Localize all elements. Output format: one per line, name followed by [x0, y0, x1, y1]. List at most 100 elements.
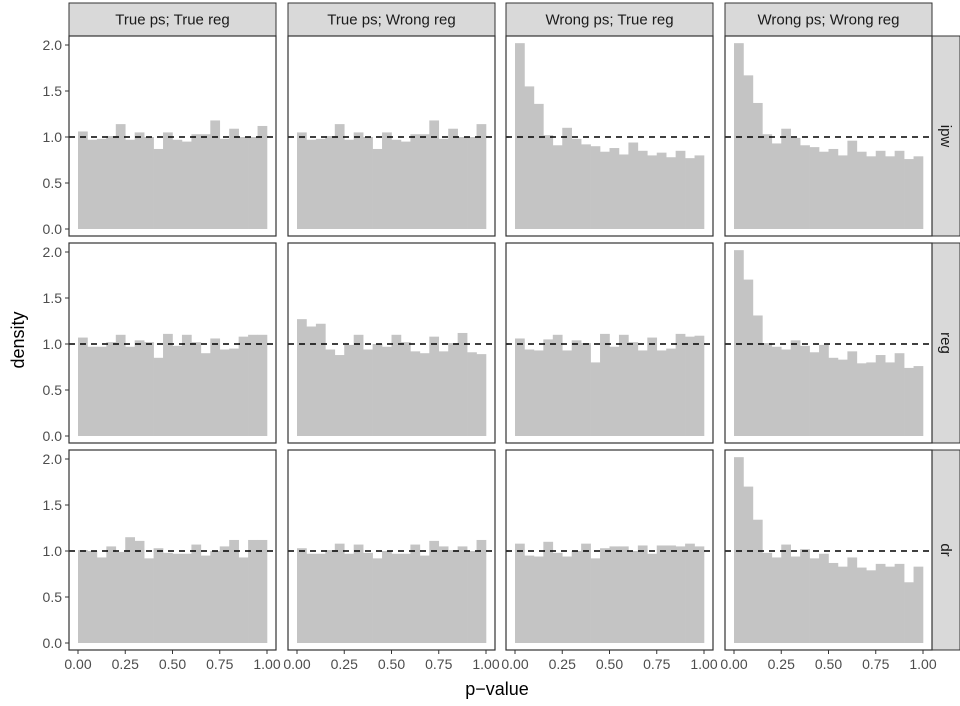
column-strip-label-3: Wrong ps; True reg — [545, 12, 673, 29]
histogram-bar — [297, 319, 307, 436]
histogram-bar — [781, 128, 791, 229]
histogram-bar — [875, 563, 886, 643]
histogram-bar — [382, 551, 392, 643]
histogram-bar — [125, 537, 135, 643]
x-tick-label: 1.00 — [909, 656, 936, 672]
panels — [68, 35, 933, 651]
panel-ipw-1 — [68, 35, 277, 237]
histogram-bar — [219, 349, 230, 436]
x-axis-title: p−value — [465, 679, 529, 699]
histogram-bar — [419, 555, 430, 643]
histogram-bar — [647, 337, 658, 436]
x-tick-label: 0.75 — [643, 656, 670, 672]
histogram-bar — [448, 343, 458, 436]
y-tick-label: 1.5 — [43, 497, 63, 513]
histogram-bar — [856, 363, 867, 436]
histogram-bar — [163, 552, 173, 643]
histogram-bar — [628, 551, 639, 643]
histogram-bar — [400, 553, 411, 643]
histogram-bar — [762, 134, 773, 229]
histogram-bar — [134, 340, 145, 436]
histogram-bar — [533, 556, 544, 643]
histogram-bar — [467, 352, 477, 436]
histogram-bar — [391, 139, 402, 229]
histogram-bar — [913, 566, 924, 643]
histogram-bar — [144, 558, 154, 643]
histogram-bar — [172, 553, 183, 643]
histogram-bar — [762, 552, 773, 643]
histogram-bar — [562, 556, 572, 643]
histogram-bar — [866, 570, 877, 643]
histogram-bar — [734, 250, 744, 436]
histogram-bar — [771, 557, 782, 643]
histogram-bar — [790, 556, 801, 643]
histogram-bar — [656, 545, 667, 643]
histogram-bar — [125, 139, 135, 229]
histogram-bar — [694, 335, 705, 436]
histogram-bar — [524, 86, 535, 230]
histogram-bar — [515, 543, 525, 643]
histogram-bar — [372, 344, 383, 436]
x-tick-label: 1.00 — [690, 656, 717, 672]
histogram-bar — [144, 342, 154, 436]
histogram-bar — [181, 141, 192, 229]
x-axes: 0.00 0.25 0.50 0.75 1.00 0.00 0.25 0.50 0.75 1.00… — [64, 650, 937, 672]
histogram-bar — [515, 338, 525, 436]
histogram-bar — [210, 338, 221, 436]
histogram-bar — [372, 148, 383, 229]
histogram-bar — [828, 148, 839, 229]
x-tick-label: 0.50 — [815, 656, 842, 672]
histogram-bar — [694, 155, 705, 229]
panel-border — [68, 35, 277, 237]
y-tick-label: 2.0 — [43, 451, 63, 467]
histogram-bar — [819, 151, 829, 229]
histogram-bar — [913, 156, 924, 229]
histogram-bar — [363, 349, 373, 436]
histogram-bar — [609, 148, 620, 229]
row-strip-label-3: dr — [937, 543, 954, 556]
histogram-bar — [590, 362, 601, 436]
histogram-bar — [229, 128, 239, 229]
histogram-bar — [600, 548, 610, 643]
histogram-bar — [685, 158, 695, 229]
y-tick-label: 0.0 — [43, 428, 63, 444]
histogram-bar — [429, 540, 440, 643]
histogram-bar — [609, 346, 620, 436]
histogram-bar — [875, 355, 886, 436]
histogram-bar — [866, 156, 877, 229]
histogram-bar — [163, 333, 173, 436]
x-tick-label: 0.25 — [768, 656, 795, 672]
histogram-bar — [809, 147, 820, 229]
histogram-bar — [866, 362, 877, 436]
y-tick-label: 0.5 — [43, 589, 63, 605]
histogram-bar — [837, 359, 848, 436]
histogram-bar — [828, 357, 839, 436]
histogram-bar — [618, 334, 629, 436]
column-strips: True ps; True reg True ps; Wrong reg Wrong… — [68, 2, 933, 37]
histogram-bar — [153, 548, 164, 643]
histogram-bar — [743, 75, 754, 229]
column-strip-2 — [287, 2, 496, 37]
histogram-bar — [153, 148, 164, 229]
x-tick-label: 0.50 — [159, 656, 186, 672]
histogram-bar — [125, 346, 135, 436]
column-strip-label-1: True ps; True reg — [115, 12, 230, 29]
histogram-bar — [837, 155, 848, 229]
panel-dr-4 — [724, 449, 933, 651]
column-strip-label-2: True ps; Wrong reg — [327, 12, 455, 29]
x-tick-label: 0.00 — [283, 656, 310, 672]
histogram-bar — [752, 519, 763, 643]
histogram-bar — [400, 342, 411, 436]
histogram-bar — [628, 342, 639, 436]
histogram-bar — [524, 349, 535, 436]
histogram-bar — [894, 353, 905, 436]
histogram-bar — [781, 349, 791, 436]
panel-reg-4 — [724, 242, 933, 444]
histogram-bar — [153, 357, 164, 436]
column-strip-label-4: Wrong ps; Wrong reg — [757, 12, 899, 29]
histogram-bar — [229, 539, 239, 643]
histogram-bar — [257, 334, 268, 436]
histogram-bar — [391, 553, 402, 643]
histogram-bar — [467, 551, 477, 643]
